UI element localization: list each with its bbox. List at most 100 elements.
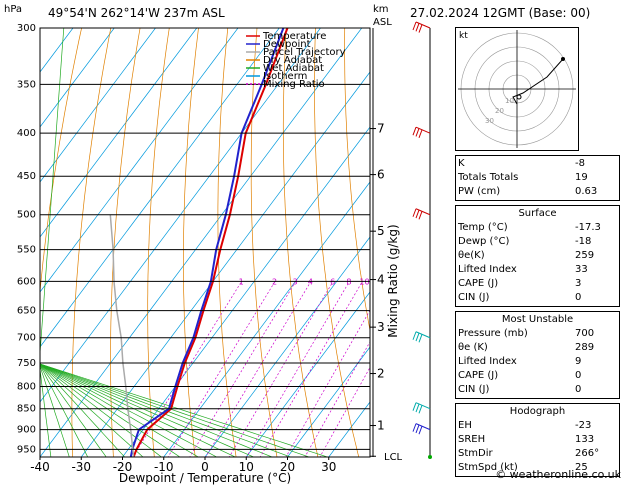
table-row: K -8: [458, 157, 617, 171]
table-row: CIN (J) 0: [458, 291, 617, 305]
temp-tick-label: 10: [239, 460, 254, 474]
row-value: 266°: [575, 448, 600, 459]
pressure-tick-label: 600: [17, 276, 36, 287]
mixing-ratio-line: [246, 281, 350, 457]
datetime-title: 27.02.2024 12GMT (Base: 00): [410, 6, 591, 20]
hodograph-ring-label: 20: [495, 107, 504, 115]
mixing-ratio-line: [167, 281, 276, 457]
table-row: Totals Totals 19: [458, 171, 617, 185]
wind-barb-flag: [415, 209, 420, 219]
table-row: StmSpd (kt) 25: [458, 461, 617, 475]
height-tick-label: 2: [377, 367, 385, 381]
table-row: CAPE (J) 3: [458, 277, 617, 291]
row-label: θe(K): [458, 250, 485, 261]
hodograph-endpoint: [561, 57, 565, 61]
hodograph-trace: [512, 58, 564, 105]
row-label: Lifted Index: [458, 356, 517, 367]
wind-barb-flag: [415, 332, 420, 342]
dry-adiabat-line: [217, 28, 237, 457]
dry-adiabat-line: [374, 28, 441, 457]
mixing-ratio-label: 20: [402, 277, 412, 286]
row-value: 0: [575, 370, 582, 381]
row-label: Pressure (mb): [458, 328, 528, 339]
table-row: θe (K) 289: [458, 341, 617, 355]
wet-adiabat-line: [40, 363, 236, 457]
temp-tick-label: 30: [321, 460, 336, 474]
pressure-tick-label: 400: [17, 128, 36, 139]
wind-barb-flag: [418, 211, 423, 220]
isotherm-line: [40, 28, 115, 128]
row-value: 0.63: [575, 186, 598, 197]
most-unstable-title: Most Unstable: [501, 314, 574, 325]
wind-barb: [415, 423, 431, 431]
isotherm-line: [40, 28, 198, 238]
wind-barb-flag: [412, 21, 417, 31]
dry-adiabat-line: [147, 28, 170, 457]
pressure-tick-label: 500: [17, 210, 36, 221]
mixing-ratio-label: 25: [416, 277, 426, 286]
height-tick-label: 5: [377, 224, 385, 238]
row-label: StmDir: [458, 448, 493, 459]
temp-tick-label: -20: [113, 460, 133, 474]
row-value: 33: [575, 264, 588, 275]
wet-adiabat-line: [40, 363, 181, 457]
pressure-tick-label: 450: [17, 171, 36, 182]
hodograph-stats-title: Hodograph: [509, 406, 566, 417]
row-value: 0: [575, 292, 582, 303]
legend-label: Dewpoint: [263, 39, 311, 50]
row-label: θe (K): [458, 342, 488, 353]
mixing-ratio-line: [205, 281, 312, 457]
pressure-tick-label: 800: [17, 382, 36, 393]
wind-barb-flag: [415, 424, 420, 434]
wet-adiabat-line: [40, 364, 107, 457]
pressure-tick-label: 900: [17, 425, 36, 436]
pressure-tick-label: 700: [17, 333, 36, 344]
row-label: EH: [458, 420, 472, 431]
wind-barb: [415, 126, 431, 134]
hpa-unit-label: hPa: [4, 4, 22, 15]
wet-adiabat-line: [40, 363, 254, 457]
isotherm-line: [40, 28, 280, 348]
pressure-tick-label: 950: [17, 444, 36, 455]
wind-barb-flag: [418, 129, 423, 138]
mixing-ratio-line: [259, 281, 363, 457]
wind-base-dot: [428, 455, 432, 459]
table-row: θe(K) 259: [458, 249, 617, 263]
row-value: 259: [575, 250, 595, 261]
row-value: -8: [575, 158, 585, 169]
wind-barb-flag: [418, 405, 423, 414]
wet-adiabat-line: [40, 363, 310, 457]
wind-barb-flag: [418, 334, 423, 343]
isotherm-line: [163, 181, 370, 457]
dry-adiabat-line: [282, 28, 319, 457]
temperature-profile: [132, 28, 289, 457]
table-row: Temp (°C) -17.3: [458, 221, 617, 235]
indices-panel: K -8 Totals Totals 19 PW (cm) 0.63 Surface Te…: [455, 155, 620, 481]
asl-unit-label: ASL: [373, 17, 392, 28]
hodograph-ring-label: 30: [485, 117, 494, 125]
height-tick-label: 7: [377, 122, 385, 136]
wind-barb-flag: [415, 403, 420, 413]
pressure-tick-label: 650: [17, 306, 36, 317]
dry-adiabat-line: [250, 28, 278, 457]
wet-adiabat-line: [40, 364, 125, 457]
table-row: PW (cm) 0.63: [458, 185, 617, 199]
dry-adiabat-line: [344, 28, 370, 333]
table-row: Dewp (°C) -18: [458, 235, 617, 249]
wind-barb: [415, 402, 431, 410]
pressure-tick-label: 750: [17, 358, 36, 369]
surface-box: Surface Temp (°C) -17.3 Dewp (°C) -18 θe(K) 2…: [455, 205, 620, 307]
hodograph-unit: kt: [459, 31, 468, 41]
row-value: -17.3: [575, 222, 601, 233]
table-row: CAPE (J) 0: [458, 369, 617, 383]
legend-label: Parcel Trajectory: [263, 47, 346, 58]
hodograph-ring-label: 10: [505, 97, 514, 105]
isotherm-line: [40, 28, 156, 183]
mixing-ratio-axis-label: Mixing Ratio (g/kg): [386, 224, 400, 337]
legend-label: Mixing Ratio: [263, 79, 325, 90]
table-row: Lifted Index 9: [458, 355, 617, 369]
mixing-ratio-line: [189, 281, 296, 457]
wind-barb-flag: [412, 331, 417, 340]
table-row: Pressure (mb) 700: [458, 327, 617, 341]
